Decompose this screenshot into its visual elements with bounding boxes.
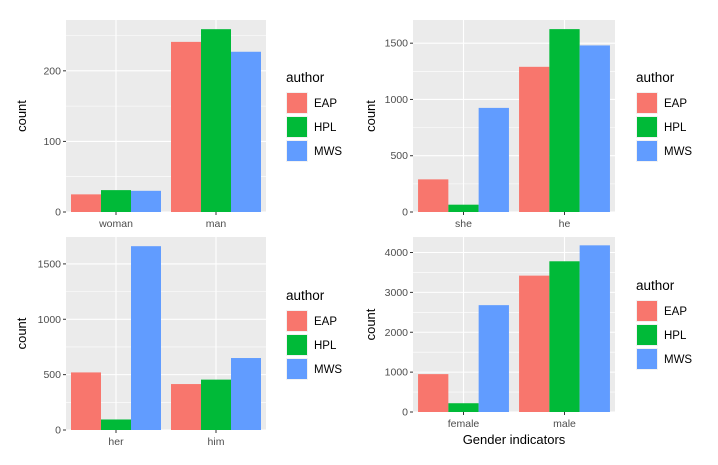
bar-male-HPL: [549, 261, 580, 412]
legend-label-MWS: MWS: [664, 354, 692, 366]
legend-label-EAP: EAP: [314, 98, 337, 110]
bar-her-HPL: [101, 419, 131, 430]
bar-female-EAP: [418, 374, 449, 412]
bar-him-HPL: [201, 379, 231, 430]
legend: author EAP HPL MWS: [286, 288, 342, 380]
chart-panel-2: 0 500 1000 1500 she he count author EAP HPL MWS: [363, 20, 692, 230]
chart-panel-3: 0 500 1000 1500 her him count author EAP HPL MWS: [14, 237, 342, 448]
bar-him-EAP: [171, 384, 201, 430]
y-tick-label: 500: [43, 369, 61, 381]
legend-label-HPL: HPL: [314, 340, 337, 352]
legend-title: author: [286, 288, 325, 303]
legend: author EAP HPL MWS: [636, 278, 692, 370]
y-tick-label: 2000: [385, 327, 409, 339]
x-tick-label: her: [108, 436, 124, 448]
legend-swatch-MWS: [287, 359, 307, 379]
legend-title: author: [636, 70, 675, 85]
bar-she-MWS: [478, 107, 509, 212]
y-tick-label: 500: [390, 150, 408, 162]
chart-panel-1: 0 100 200 woman man count author EAP HPL MWS: [14, 20, 342, 230]
x-tick-label: male: [553, 418, 576, 430]
bar-female-HPL: [448, 403, 479, 412]
legend-label-MWS: MWS: [664, 146, 692, 158]
y-tick-label: 1500: [38, 258, 62, 270]
bar-she-EAP: [418, 179, 449, 212]
x-tick-label: she: [455, 218, 472, 230]
y-axis-title: count: [363, 100, 378, 132]
y-tick-label: 0: [55, 207, 61, 219]
bar-woman-EAP: [71, 194, 101, 212]
bar-female-MWS: [478, 305, 509, 412]
legend-label-HPL: HPL: [314, 122, 337, 134]
bar-man-MWS: [231, 51, 261, 212]
legend-swatch-HPL: [287, 335, 307, 355]
legend-label-HPL: HPL: [664, 330, 687, 342]
y-tick-label: 200: [43, 65, 61, 77]
y-tick-label: 4000: [385, 247, 409, 259]
chart-panel-4: 0 1000 2000 3000 4000 female male count Gender i…: [363, 237, 692, 447]
bar-male-MWS: [579, 245, 610, 412]
bar-she-HPL: [448, 204, 479, 212]
bar-woman-MWS: [131, 190, 161, 212]
y-axis-title: count: [14, 100, 29, 132]
legend-label-EAP: EAP: [664, 98, 687, 110]
legend-swatch-EAP: [637, 93, 657, 113]
y-tick-label: 1000: [385, 94, 409, 106]
bar-her-EAP: [71, 372, 101, 430]
legend: author EAP HPL MWS: [636, 70, 692, 162]
legend: author EAP HPL MWS: [286, 70, 342, 162]
bar-he-HPL: [549, 29, 580, 213]
y-axis-title: count: [14, 317, 29, 349]
legend-swatch-MWS: [637, 141, 657, 161]
bar-man-EAP: [171, 41, 201, 212]
legend-swatch-MWS: [287, 141, 307, 161]
x-tick-label: he: [559, 218, 571, 230]
legend-swatch-HPL: [637, 325, 657, 345]
bar-her-MWS: [131, 246, 161, 430]
x-tick-label: man: [206, 218, 227, 230]
legend-swatch-HPL: [637, 117, 657, 137]
x-axis-title: Gender indicators: [463, 432, 566, 447]
legend-swatch-HPL: [287, 117, 307, 137]
legend-title: author: [636, 278, 675, 293]
x-tick-label: him: [208, 436, 225, 448]
y-tick-label: 0: [402, 407, 408, 419]
bar-he-MWS: [579, 45, 610, 212]
bar-woman-HPL: [101, 190, 131, 212]
legend-swatch-EAP: [287, 93, 307, 113]
y-tick-label: 3000: [385, 287, 409, 299]
y-tick-label: 0: [402, 207, 408, 219]
bar-male-EAP: [519, 275, 550, 412]
y-tick-label: 100: [43, 136, 61, 148]
y-tick-label: 1000: [385, 367, 409, 379]
legend-label-EAP: EAP: [314, 316, 337, 328]
y-tick-label: 1500: [385, 38, 409, 50]
bar-he-EAP: [519, 66, 550, 212]
legend-swatch-EAP: [287, 311, 307, 331]
legend-swatch-EAP: [637, 301, 657, 321]
legend-label-MWS: MWS: [314, 364, 342, 376]
y-axis-title: count: [363, 308, 378, 340]
x-tick-label: woman: [98, 218, 133, 230]
legend-title: author: [286, 70, 325, 85]
legend-swatch-MWS: [637, 349, 657, 369]
bar-man-HPL: [201, 29, 231, 213]
legend-label-EAP: EAP: [664, 306, 687, 318]
legend-label-HPL: HPL: [664, 122, 687, 134]
x-tick-label: female: [448, 418, 480, 430]
bar-him-MWS: [231, 358, 261, 430]
y-tick-label: 0: [55, 425, 61, 437]
legend-label-MWS: MWS: [314, 146, 342, 158]
y-tick-label: 1000: [38, 314, 62, 326]
